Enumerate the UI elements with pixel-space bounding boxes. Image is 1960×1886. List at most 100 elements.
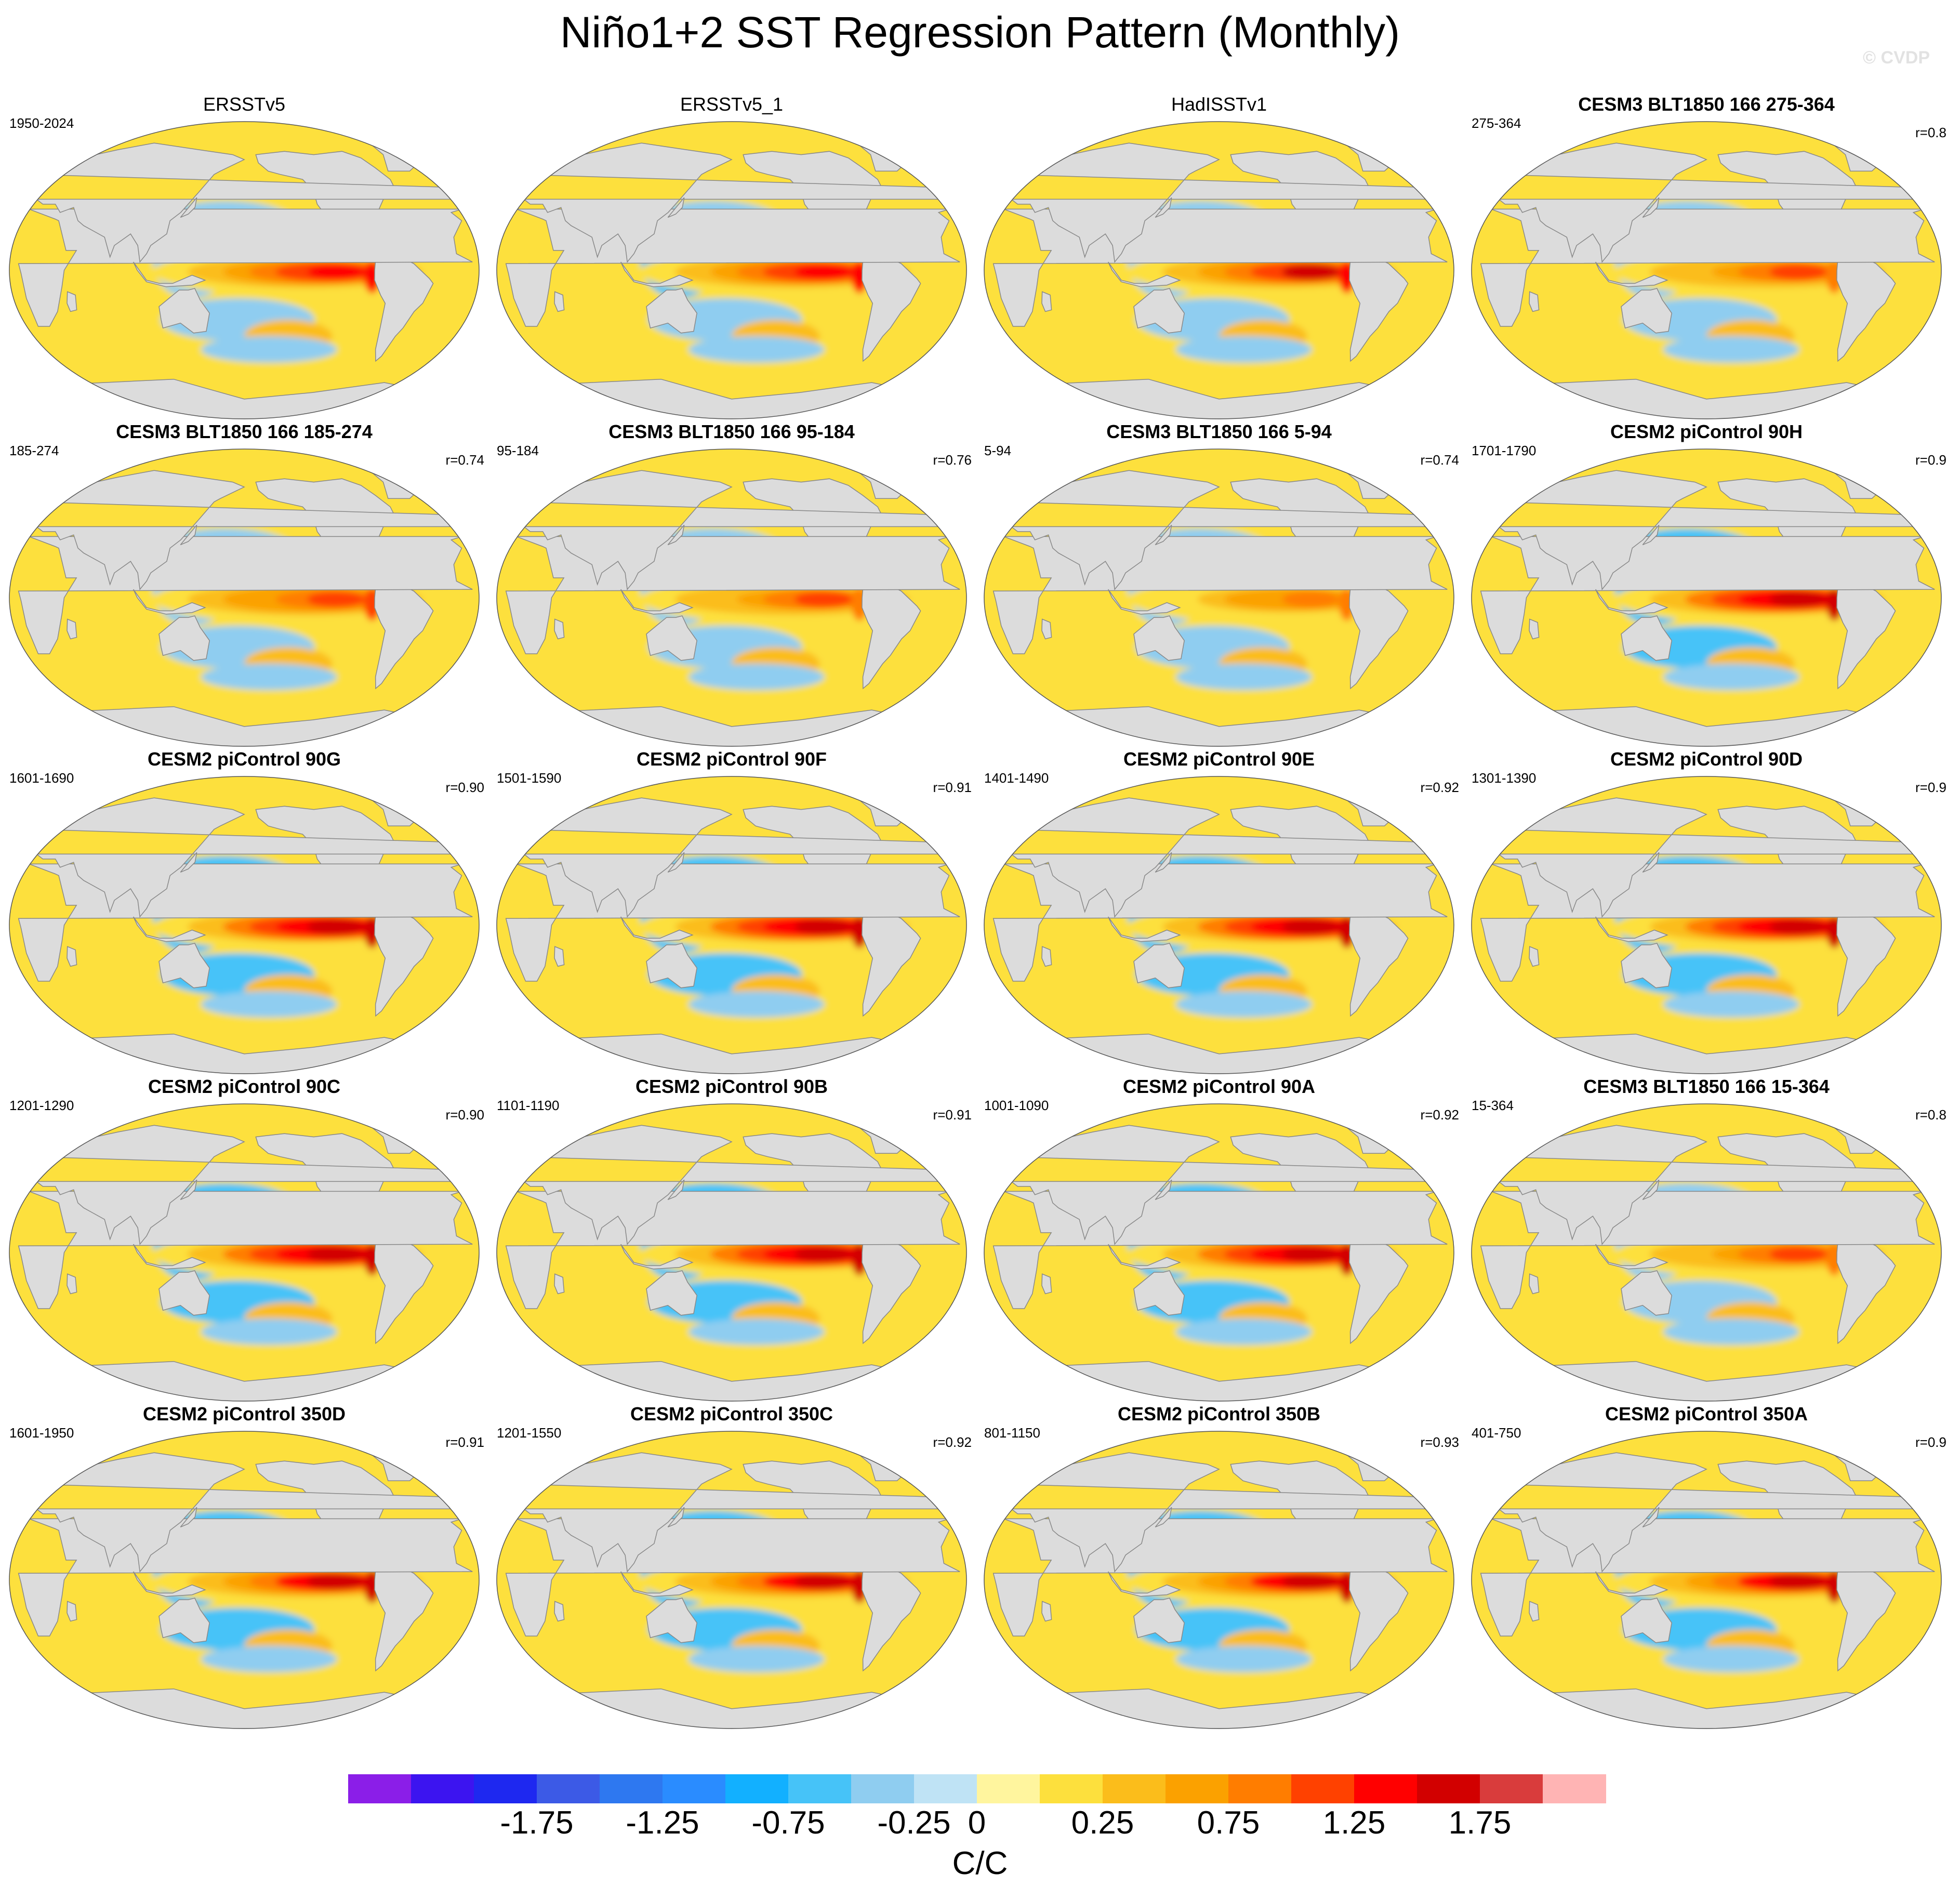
panel-title: CESM2 piControl 90H bbox=[1610, 421, 1803, 442]
map-panel: HadISSTv1 bbox=[975, 94, 1463, 424]
land-eurasia bbox=[506, 1125, 948, 1245]
land-africa bbox=[505, 536, 960, 654]
sst-anomaly-region bbox=[1175, 1318, 1312, 1345]
land-madagascar bbox=[1529, 291, 1540, 312]
land-indonesia bbox=[1108, 261, 1181, 287]
land-uk bbox=[942, 1156, 951, 1171]
panel-period: 1601-1950 bbox=[9, 1425, 74, 1441]
panel-correlation: r=0.90 bbox=[445, 780, 484, 795]
land-japan bbox=[667, 524, 685, 545]
sst-regression-map bbox=[9, 776, 480, 1074]
map-border bbox=[9, 1431, 480, 1729]
colorbar-labels: -1.75 -1.25 -0.75 -0.25 0 0.25 0.75 1.25 1.75 bbox=[0, 1804, 1960, 1841]
credit-watermark: © CVDP bbox=[1863, 48, 1930, 68]
land-eurasia bbox=[506, 797, 948, 918]
map-border bbox=[496, 1103, 967, 1402]
land-australia bbox=[646, 943, 697, 988]
panel-period: 1301-1390 bbox=[1472, 770, 1537, 786]
map-panel: CESM2 piControl 90F 1501-1590 r=0.91 bbox=[487, 748, 976, 1079]
panel-period: 1701-1790 bbox=[1472, 443, 1537, 458]
panel-title: CESM2 piControl 90D bbox=[1610, 748, 1803, 770]
panel-title: ERSSTv5 bbox=[203, 94, 286, 115]
panel-title: CESM2 piControl 90B bbox=[635, 1076, 828, 1097]
map-border bbox=[984, 1431, 1454, 1729]
land-eurasia bbox=[994, 470, 1435, 590]
land-madagascar bbox=[1041, 946, 1052, 967]
panel-correlation: r=0.9 bbox=[1915, 452, 1946, 468]
colorbar-swatch bbox=[1354, 1774, 1418, 1803]
land-japan bbox=[1642, 524, 1660, 545]
panel-period: 95-184 bbox=[497, 443, 539, 458]
sst-anomaly-region bbox=[201, 1318, 337, 1345]
land-australia bbox=[646, 1270, 697, 1316]
colorbar-swatch bbox=[914, 1774, 977, 1803]
map-panel: CESM2 piControl 90D 1301-1390 r=0.9 bbox=[1462, 748, 1951, 1079]
panel-title: CESM2 piControl 90A bbox=[1122, 1076, 1316, 1097]
land-madagascar bbox=[67, 946, 77, 967]
land-eurasia bbox=[1481, 1125, 1923, 1245]
colorbar-swatch bbox=[1103, 1774, 1166, 1803]
land-eurasia bbox=[19, 470, 460, 590]
panel-title: HadISSTv1 bbox=[1171, 94, 1267, 115]
land-africa bbox=[18, 1191, 473, 1309]
land-eurasia bbox=[19, 797, 460, 918]
panel-period: 1401-1490 bbox=[984, 770, 1049, 786]
land-madagascar bbox=[554, 1601, 565, 1622]
land-indonesia bbox=[1108, 1571, 1181, 1597]
land-americas_s bbox=[862, 252, 921, 362]
land-madagascar bbox=[1529, 1601, 1540, 1622]
land-uk bbox=[1429, 501, 1438, 516]
map-panel: CESM3 BLT1850 166 15-364 15-364 r=0.8 bbox=[1462, 1076, 1951, 1406]
land-africa bbox=[18, 208, 473, 327]
land-madagascar bbox=[1529, 618, 1540, 640]
colorbar-swatch bbox=[663, 1774, 726, 1803]
map-panel: CESM2 piControl 90E 1401-1490 r=0.92 bbox=[975, 748, 1463, 1079]
land-indonesia bbox=[1595, 589, 1668, 615]
panel-period: 801-1150 bbox=[984, 1425, 1040, 1441]
panel-title: CESM2 piControl 350A bbox=[1605, 1403, 1808, 1425]
map-panel: CESM2 piControl 350A 401-750 r=0.9 bbox=[1462, 1403, 1951, 1734]
colorbar-swatch bbox=[851, 1774, 915, 1803]
map-panel: CESM2 piControl 350B 801-1150 r=0.93 bbox=[975, 1403, 1463, 1734]
sst-anomaly-region bbox=[1769, 918, 1827, 935]
panel-title: CESM2 piControl 90C bbox=[148, 1076, 341, 1097]
sst-anomaly-region bbox=[688, 1646, 825, 1672]
map-border bbox=[496, 1431, 967, 1729]
land-indonesia bbox=[1108, 916, 1181, 942]
panel-title: CESM2 piControl 350D bbox=[142, 1403, 346, 1425]
land-indonesia bbox=[1595, 261, 1668, 287]
panel-correlation: r=0.93 bbox=[1420, 1434, 1459, 1450]
land-japan bbox=[667, 1507, 685, 1527]
land-americas_s bbox=[374, 252, 434, 362]
land-madagascar bbox=[1529, 946, 1540, 967]
sst-anomaly-region bbox=[1175, 664, 1312, 690]
land-uk bbox=[454, 501, 463, 516]
map-border bbox=[984, 1103, 1454, 1402]
land-americas_s bbox=[374, 579, 434, 690]
land-indonesia bbox=[1595, 1244, 1668, 1270]
land-uk bbox=[1429, 174, 1438, 189]
panel-period: 1201-1290 bbox=[9, 1098, 74, 1113]
land-madagascar bbox=[1041, 618, 1052, 640]
colorbar-tick-label: -0.25 bbox=[877, 1805, 951, 1841]
land-madagascar bbox=[1041, 291, 1052, 312]
land-uk bbox=[454, 1483, 463, 1498]
land-americas_s bbox=[374, 906, 434, 1017]
sst-anomaly-region bbox=[1769, 263, 1827, 280]
panel-title: CESM2 piControl 90G bbox=[147, 748, 341, 770]
colorbar-swatch bbox=[474, 1774, 537, 1803]
map-panel: CESM2 piControl 90G 1601-1690 r=0.90 bbox=[0, 748, 488, 1079]
colorbar-swatch bbox=[1417, 1774, 1480, 1803]
map-border bbox=[496, 121, 967, 419]
land-americas_s bbox=[1349, 1561, 1409, 1672]
colorbar-units: C/C bbox=[952, 1845, 1008, 1881]
sst-anomaly-region bbox=[1175, 1646, 1312, 1672]
land-australia bbox=[158, 288, 210, 334]
land-eurasia bbox=[994, 1452, 1435, 1573]
sst-regression-map bbox=[1471, 449, 1942, 747]
land-japan bbox=[180, 1179, 197, 1200]
land-indonesia bbox=[133, 1571, 206, 1597]
sst-regression-map bbox=[496, 1103, 967, 1402]
land-australia bbox=[1621, 288, 1672, 334]
colorbar-swatch bbox=[1291, 1774, 1355, 1803]
